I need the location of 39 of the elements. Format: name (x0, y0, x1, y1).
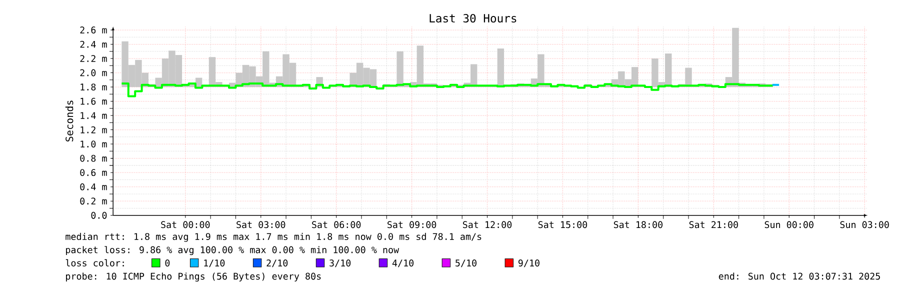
y-tick-label: 2.6 m (80, 26, 107, 34)
y-tick-label: 1.0 m (80, 140, 107, 148)
x-tick-label: Sat 15:00 (538, 221, 588, 228)
x-tick-label: Sat 03:00 (236, 221, 286, 228)
legend-label: 3/10 (330, 260, 351, 268)
chart-title: Last 30 Hours (430, 14, 516, 23)
x-tick-label: Sun 03:00 (840, 221, 889, 228)
y-tick-label: 2.4 m (80, 40, 107, 48)
legend-title: loss color: (66, 259, 124, 267)
x-tick-label: Sat 06:00 (312, 221, 361, 228)
x-tick-label: Sat 21:00 (689, 221, 738, 228)
y-tick-label: 1.4 m (80, 112, 107, 119)
legend-label: 1/10 (204, 260, 225, 268)
x-tick-label: Sat 09:00 (388, 221, 436, 228)
legend-label: 9/10 (518, 260, 540, 268)
y-axis-title: Seconds (65, 100, 74, 142)
y-tick-label: 1.6 m (80, 98, 107, 105)
text: end: Sun Oct 12 03:07:31 2025 (718, 272, 880, 280)
legend-label: 2/10 (266, 260, 288, 268)
y-tick-label: 0.4 m (80, 183, 107, 190)
x-tick-label: Sat 18:00 (614, 221, 662, 228)
text: probe: 10 ICMP Echo Pings (56 Bytes) every 80s (66, 272, 321, 282)
y-tick-label: 0.8 m (80, 154, 107, 162)
y-tick-label: 0.6 m (80, 169, 107, 176)
text: median rtt: 1.8 ms avg 1.9 ms max 1.7 ms min 1.8 ms now 0.0 ms sd 78.1 am/s (66, 233, 482, 242)
legend-label: 5/10 (456, 260, 476, 268)
y-tick-label: 0.0 (91, 212, 107, 219)
x-tick-label: Sat 00:00 (161, 221, 210, 228)
y-tick-label: 1.2 m (80, 126, 107, 134)
y-tick-label: 0.2 m (80, 198, 107, 205)
x-tick-label: Sun 00:00 (764, 221, 814, 228)
y-tick-label: 2.2 m (80, 55, 107, 62)
y-tick-label: 1.8 m (80, 84, 107, 91)
x-tick-label: Sat 12:00 (462, 221, 512, 228)
y-tick-label: 2.0 m (80, 69, 107, 76)
legend-label: 0 (165, 260, 170, 267)
text: packet loss: 9.86 % avg 100.00 % max 0.00 % min 100.00 % now (66, 246, 400, 256)
bar (497, 48, 504, 88)
legend-label: 4/10 (392, 260, 414, 268)
